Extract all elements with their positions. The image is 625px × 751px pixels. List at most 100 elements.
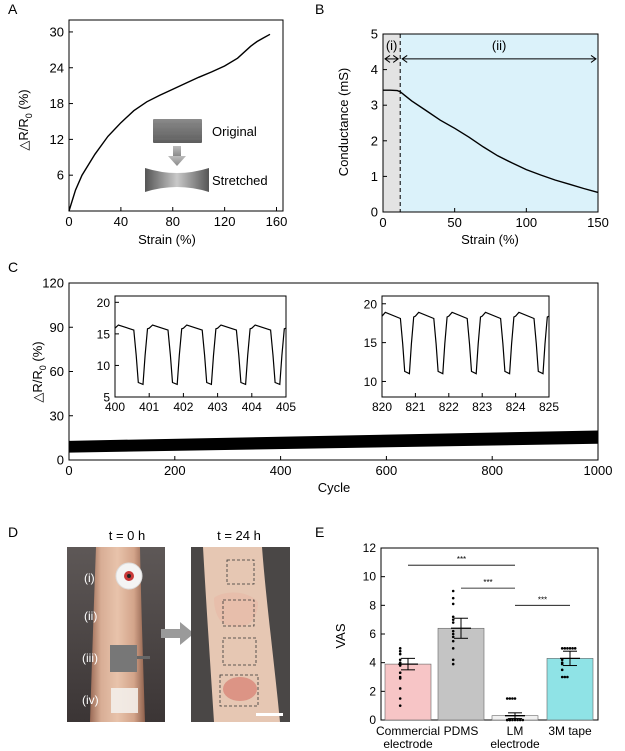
e-data-point bbox=[451, 615, 455, 619]
c-inset-1-xtick-label: 403 bbox=[208, 400, 228, 414]
e-data-point bbox=[451, 658, 455, 662]
commercial-electrode-image bbox=[115, 562, 143, 590]
c-inset-2-xtick-label: 820 bbox=[372, 400, 392, 414]
b-arrowhead-0 bbox=[384, 55, 391, 63]
b-ytick-label: 5 bbox=[371, 27, 378, 42]
c-inset-1-xtick-label: 401 bbox=[139, 400, 159, 414]
panel-a-letter: A bbox=[8, 1, 18, 17]
svg-text:△R/R0 (%): △R/R0 (%) bbox=[30, 341, 48, 402]
c-inset-2-xtick-label: 823 bbox=[472, 400, 492, 414]
photo-label-iv: (iv) bbox=[82, 693, 99, 707]
e-significance-label: *** bbox=[483, 578, 492, 587]
c-inset-1-xtick-label: 405 bbox=[276, 400, 296, 414]
photo-label-iii: (iii) bbox=[82, 651, 98, 665]
mesh-original-illustration bbox=[153, 119, 202, 143]
dashed-region-iii bbox=[222, 637, 257, 666]
e-data-point bbox=[451, 589, 455, 593]
c-inset-2-xtick-label: 822 bbox=[439, 400, 459, 414]
e-data-point bbox=[451, 647, 455, 650]
e-data-point bbox=[563, 675, 567, 679]
b-region-ii-label: (ii) bbox=[492, 38, 506, 53]
b-region-i-label: (i) bbox=[386, 38, 398, 53]
b-region-1 bbox=[383, 34, 401, 212]
e-data-point bbox=[398, 687, 402, 690]
e-bar-1 bbox=[384, 663, 432, 721]
e-category-label: 3M tape bbox=[548, 724, 592, 738]
c-xtick-label: 800 bbox=[481, 463, 503, 478]
panel-a-plot: 0 40 80 120 160 6 12 18 24 30 bbox=[50, 19, 288, 229]
e-data-point bbox=[451, 639, 455, 643]
b-xtick-label: 100 bbox=[515, 215, 537, 230]
label-original: Original bbox=[212, 124, 257, 139]
c-xtick-label: 200 bbox=[164, 463, 186, 478]
e-data-point bbox=[451, 635, 455, 639]
a-ytick-label: 24 bbox=[50, 60, 64, 75]
lm-electrode-image bbox=[110, 645, 150, 672]
svg-text:△R/R0 (%): △R/R0 (%) bbox=[16, 89, 34, 150]
e-ytick-label: 8 bbox=[369, 598, 376, 612]
c-inset-2-ytick-label: 10 bbox=[364, 375, 378, 389]
c-ytick-label: 0 bbox=[57, 453, 64, 468]
photo-label-i: (i) bbox=[84, 571, 95, 585]
e-data-point bbox=[398, 652, 402, 656]
e-data-point bbox=[508, 718, 512, 722]
b-ytick-label: 0 bbox=[371, 205, 378, 220]
e-data-point bbox=[513, 718, 517, 722]
panel-b-ylabel: Conductance (mS) bbox=[336, 68, 351, 176]
panel-c-ylabel-main: △R/R bbox=[30, 370, 45, 402]
e-data-point bbox=[563, 647, 567, 650]
b-ytick-label: 3 bbox=[371, 98, 378, 113]
e-data-point bbox=[516, 718, 519, 722]
e-category-label: LM bbox=[507, 724, 524, 738]
e-data-point bbox=[451, 596, 455, 600]
e-data-point bbox=[560, 647, 564, 650]
c-ytick-label: 60 bbox=[50, 364, 64, 379]
a-xtick-label: 0 bbox=[65, 214, 72, 229]
e-bar-4 bbox=[546, 658, 594, 721]
panel-a-ylabel-unit: (%) bbox=[16, 89, 31, 113]
a-xtick-label: 160 bbox=[266, 214, 288, 229]
a-ytick-label: 12 bbox=[50, 132, 64, 147]
panel-d-letter: D bbox=[8, 524, 18, 540]
c-inset-waveform bbox=[114, 324, 287, 386]
e-category-label: Commercial bbox=[376, 724, 440, 738]
panel-b-xlabel: Strain (%) bbox=[461, 232, 519, 247]
c-inset-2-xtick-label: 824 bbox=[506, 400, 526, 414]
e-data-point bbox=[451, 662, 455, 666]
dashed-region-iv bbox=[219, 674, 259, 707]
c-inset-1: 400 401 402 403 404 405 5 10 15 20 bbox=[97, 295, 296, 414]
e-data-point bbox=[451, 629, 455, 633]
e-data-point bbox=[398, 664, 402, 667]
e-data-point bbox=[398, 658, 402, 662]
b-xtick-label: 50 bbox=[447, 215, 461, 230]
e-ytick-label: 2 bbox=[369, 684, 376, 698]
e-data-point bbox=[451, 632, 455, 636]
e-data-point bbox=[505, 718, 509, 722]
e-data-point bbox=[560, 668, 564, 672]
e-category-label: PDMS bbox=[444, 724, 479, 738]
c-inset-2-ytick-label: 20 bbox=[364, 297, 378, 311]
b-arrowhead-3 bbox=[590, 55, 597, 63]
e-data-point bbox=[513, 697, 517, 700]
e-category-label-2: electrode bbox=[383, 737, 433, 751]
e-significance-label: *** bbox=[457, 555, 466, 564]
c-inset-1-xtick-label: 402 bbox=[173, 400, 193, 414]
e-ytick-label: 6 bbox=[369, 627, 376, 641]
c-ytick-label: 90 bbox=[50, 320, 64, 335]
panel-e-ylabel: VAS bbox=[333, 623, 348, 648]
e-ytick-label: 4 bbox=[369, 656, 376, 670]
photo-label-ii: (ii) bbox=[84, 609, 97, 623]
panel-e-letter: E bbox=[315, 524, 324, 540]
panel-c-ylabel-sub: 0 bbox=[38, 365, 48, 370]
e-data-point bbox=[521, 718, 525, 722]
e-data-point bbox=[560, 658, 564, 662]
panel-c-xlabel: Cycle bbox=[318, 480, 351, 495]
right-arrow-icon bbox=[161, 622, 194, 645]
c-inset-1-ytick-label: 5 bbox=[103, 391, 110, 405]
panel-b-plot: 0 50 100 150 0 1 2 3 4 5 (i) (ii) bbox=[371, 27, 609, 231]
c-inset-bg bbox=[115, 296, 286, 397]
